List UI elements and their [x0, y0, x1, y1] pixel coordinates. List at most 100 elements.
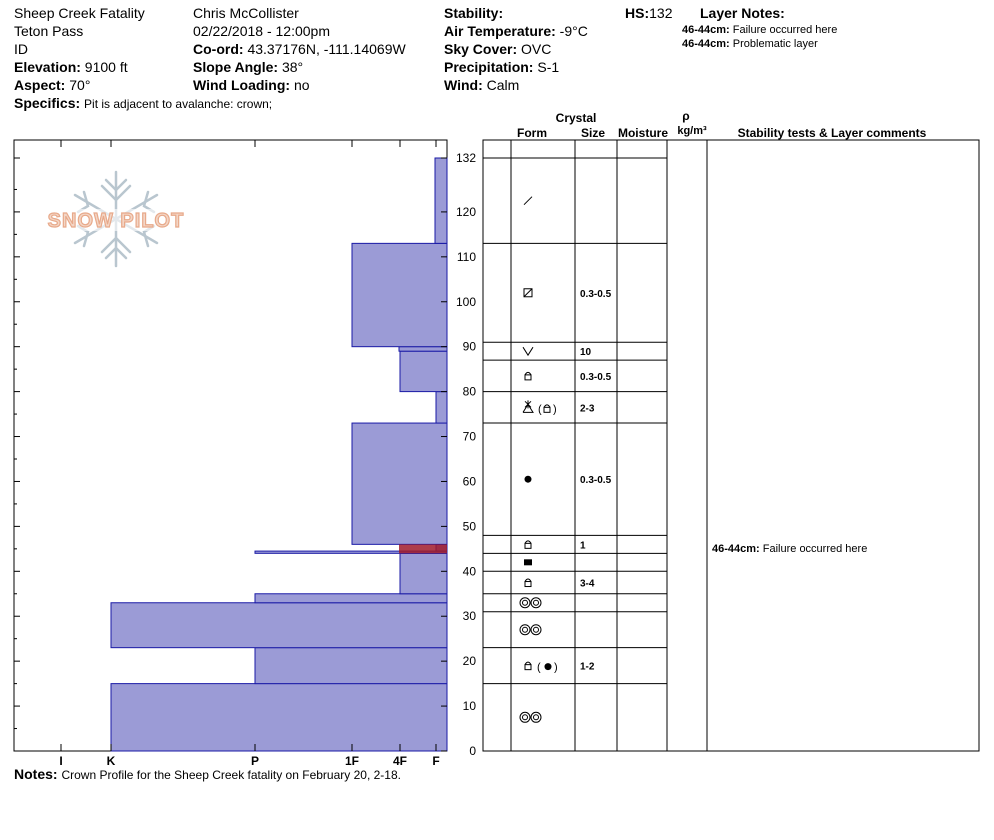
aspect: Aspect: 70° [14, 76, 90, 94]
hardness-bar [254, 593, 448, 604]
slope-value: 38° [281, 59, 304, 75]
elevation-label: Elevation: [14, 59, 81, 75]
coord-value: 43.37176N, -111.14069W [247, 41, 406, 57]
layer-size: 2-3 [580, 403, 595, 414]
density-unit-header: kg/m³ [677, 125, 707, 137]
hardness-tick-label: P [251, 754, 259, 768]
hs: HS:132 [625, 4, 672, 22]
wind-value: Calm [486, 77, 520, 93]
faceted-icon [524, 371, 532, 381]
coordinates: Co-ord: 43.37176N, -111.14069W [193, 40, 406, 58]
wind: Wind: Calm [444, 76, 519, 94]
hardness-bar [351, 422, 448, 545]
sky-cover: Sky Cover: OVC [444, 40, 551, 58]
hardness-bars [110, 157, 448, 752]
moisture-header: Moisture [618, 126, 668, 140]
size-header: Size [581, 126, 605, 140]
air-temp-value: -9°C [559, 23, 588, 39]
coord-label: Co-ord: [193, 41, 244, 57]
layer-size: 0.3-0.5 [580, 289, 612, 300]
location: Teton Pass [14, 23, 84, 39]
depth-hoar-icon [522, 346, 534, 357]
decomposing-icon [523, 288, 533, 298]
hardness-tick-label: F [432, 754, 439, 768]
depth-axis: 0 10 20 30 40 50 60 70 80 90 100 110 120 132 [14, 151, 476, 758]
specifics-label: Specifics: [14, 95, 81, 111]
depth-tick-label: 120 [456, 205, 476, 219]
layer-size: 0.3-0.5 [580, 475, 612, 486]
layer-note-text: Problematic layer [732, 38, 818, 50]
hardness-axis: I K P 1F 4F F [59, 140, 440, 768]
depth-tick-label: 0 [469, 744, 476, 758]
layer-note-2: 46-44cm: Problematic layer [682, 37, 818, 51]
layer-rows: 0.3-0.5 10 0.3-0.5 () 2-3 0.3-0.5 1 3-4 () 1-2 [483, 157, 667, 723]
notes-text: Crown Profile for the Sheep Creek fatali… [61, 768, 401, 782]
surface-hoar-faceted-icon: () [522, 400, 557, 415]
slope-label: Slope Angle: [193, 59, 279, 75]
hardness-tick-label: K [107, 754, 116, 768]
precip-label: Precipitation: [444, 59, 534, 75]
observer: Chris McCollister [193, 5, 299, 21]
site-name: Sheep Creek Fatality [14, 5, 145, 21]
precipitation: Precipitation: S-1 [444, 58, 559, 76]
aspect-value: 70° [69, 77, 91, 93]
slope-angle: Slope Angle: 38° [193, 58, 303, 76]
sky-value: OVC [521, 41, 552, 57]
elevation-value: 9100 ft [84, 59, 128, 75]
wind-loading-label: Wind Loading: [193, 77, 291, 93]
precip-value: S-1 [537, 59, 560, 75]
layer-note-1: 46-44cm: Failure occurred here [682, 23, 837, 37]
hardness-tick-label: 1F [345, 754, 359, 768]
svg-text:): ) [553, 403, 557, 415]
elevation: Elevation: 9100 ft [14, 58, 128, 76]
hardness-bar [110, 602, 448, 649]
specifics: Specifics: Pit is adjacent to avalanche:… [14, 94, 272, 113]
aspect-label: Aspect: [14, 77, 66, 93]
layer-notes-title: Layer Notes: [700, 5, 785, 21]
hardness-bar [434, 157, 448, 244]
weak-layer-marker [399, 544, 447, 554]
svg-text:(: ( [538, 403, 542, 415]
layer-note-range: 46-44cm: [682, 38, 730, 50]
depth-tick-label: 110 [457, 250, 476, 264]
snowpilot-logo: SNOW PILOT [40, 170, 192, 268]
depth-tick-label: 30 [463, 609, 477, 623]
wind-loading-value: no [293, 77, 310, 93]
form-header: Form [517, 126, 547, 140]
hs-value: 132 [649, 5, 673, 21]
logo-text: SNOW PILOT [48, 210, 185, 232]
melt-forms-icon [519, 624, 542, 636]
notes-label: Notes: [14, 766, 58, 782]
rounded-icon [524, 475, 532, 483]
depth-tick-label: 90 [463, 340, 477, 354]
hardness-bar [399, 552, 448, 595]
stability-label: Stability: [444, 5, 504, 21]
depth-tick-label: 132 [456, 151, 476, 165]
air-temp-label: Air Temperature: [444, 23, 556, 39]
stability-comments-header: Stability tests & Layer comments [738, 126, 927, 140]
wind-loading: Wind Loading: no [193, 76, 310, 94]
stability-comment: 46-44cm: Failure occurred here [712, 543, 867, 555]
stability-comments: 46-44cm: Failure occurred here [712, 543, 867, 555]
hardness-bar [399, 350, 448, 393]
hardness-bar [351, 242, 448, 348]
crystal-header: Crystal [556, 111, 597, 125]
wind-label: Wind: [444, 77, 483, 93]
depth-tick-label: 60 [463, 474, 477, 488]
layer-note-text: Failure occurred here [732, 24, 838, 36]
faceted-rounding-icon: () [524, 662, 558, 674]
melt-forms-icon [519, 711, 542, 723]
sky-label: Sky Cover: [444, 41, 518, 57]
hardness-bar [110, 683, 448, 752]
hardness-bar [398, 346, 448, 352]
datetime: 02/22/2018 - 12:00pm [193, 23, 330, 39]
svg-text:): ) [554, 662, 558, 674]
faceted-icon [524, 578, 532, 588]
notes: Notes: Crown Profile for the Sheep Creek… [14, 766, 401, 782]
layer-table-frame [482, 139, 980, 752]
layer-notes-label: Layer Notes: [700, 4, 785, 22]
hs-label: HS: [625, 5, 650, 21]
ice-layer-icon [524, 559, 532, 566]
state: ID [14, 41, 28, 57]
